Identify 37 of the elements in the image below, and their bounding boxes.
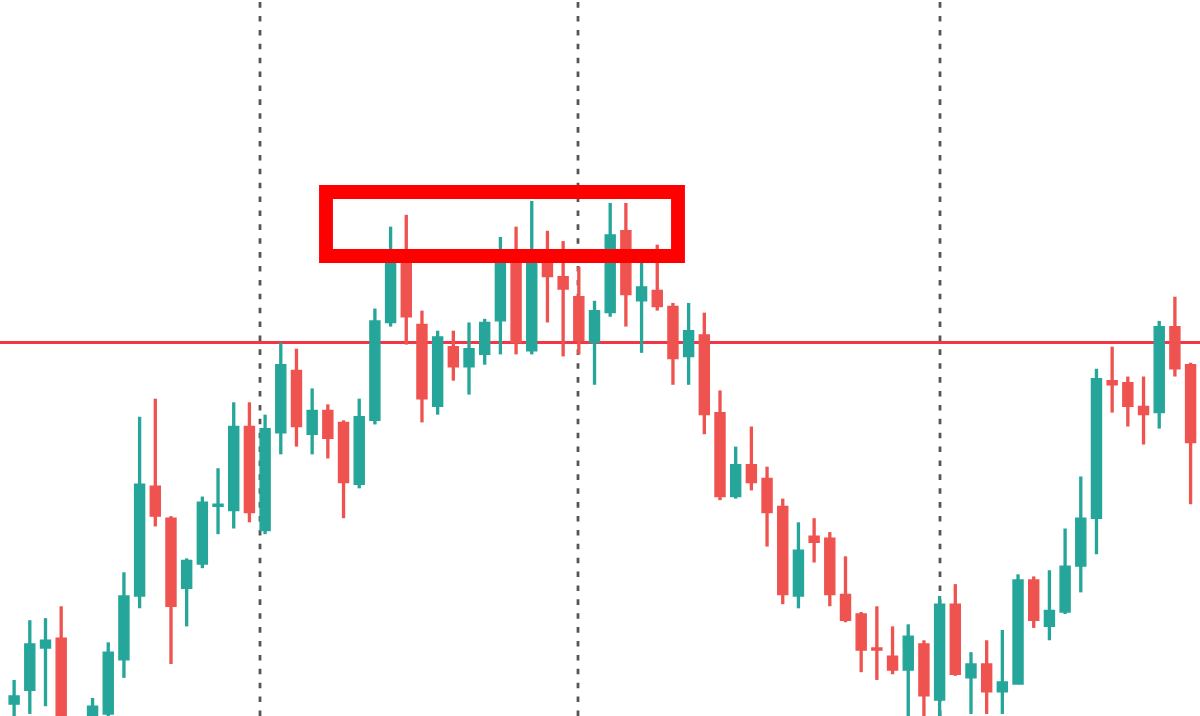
- candlestick: [855, 610, 867, 674]
- candlestick: [902, 622, 914, 716]
- candlestick: [463, 320, 475, 397]
- candlestick: [792, 520, 805, 611]
- candlestick: [180, 556, 193, 629]
- candlestick: [980, 638, 993, 716]
- candlestick: [557, 239, 569, 359]
- candlestick: [1075, 474, 1087, 595]
- candlestick: [24, 618, 36, 716]
- candlestick: [886, 624, 899, 676]
- candlestick: [8, 678, 20, 716]
- candlestick: [1137, 374, 1150, 447]
- candlestick: [306, 386, 318, 456]
- candlestick: [1122, 374, 1134, 429]
- candlestick: [588, 299, 601, 387]
- candlestick: [808, 516, 820, 565]
- candlestick: [1106, 345, 1118, 415]
- candlestick: [149, 397, 162, 529]
- candlestick: [1043, 568, 1056, 642]
- candlestick: [39, 616, 52, 708]
- candlestick: [322, 402, 334, 461]
- candlestick: [1059, 526, 1071, 616]
- candlestick: [478, 317, 491, 367]
- candlestick: [1028, 574, 1040, 630]
- candlestick: [761, 465, 773, 549]
- candlestick: [839, 554, 852, 624]
- candlestick: [573, 265, 585, 357]
- candlestick: [996, 628, 1009, 716]
- candlestick: [965, 650, 977, 716]
- candlestick: [729, 444, 742, 501]
- candlestick: [745, 424, 758, 493]
- candlestick: [212, 466, 224, 536]
- candlestick: [1169, 295, 1181, 379]
- candlestick: [86, 696, 99, 716]
- candlestick: [447, 329, 460, 383]
- candlestick: [682, 301, 695, 387]
- candlestick: [871, 604, 883, 682]
